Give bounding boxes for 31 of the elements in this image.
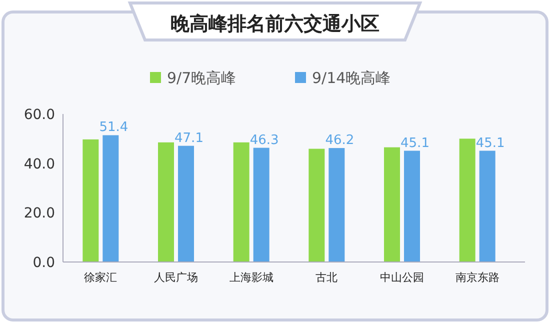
x-tick-label: 徐家汇	[84, 271, 118, 284]
bar	[178, 146, 194, 262]
x-tick-label: 南京东路	[455, 271, 500, 284]
data-label: 45.1	[476, 136, 505, 151]
bar	[384, 147, 400, 262]
y-tick-label: 60.0	[24, 107, 55, 123]
data-label: 46.3	[250, 132, 279, 148]
data-label: 51.4	[99, 120, 128, 136]
data-label: 46.2	[325, 133, 354, 148]
legend-label: 9/14晚高峰	[312, 69, 391, 87]
bar	[328, 148, 345, 262]
bar	[253, 148, 270, 262]
bar	[404, 150, 420, 262]
chart-title: 晚高峰排名前六交通小区	[170, 13, 380, 35]
y-tick-label: 0.0	[32, 255, 55, 271]
bar	[158, 142, 174, 262]
legend-label: 9/7晚高峰	[167, 69, 236, 87]
data-label: 47.1	[174, 130, 204, 146]
x-tick-label: 中山公园	[380, 271, 424, 284]
y-tick-label: 40.0	[24, 156, 55, 172]
data-label: 45.1	[400, 136, 430, 151]
bar	[233, 142, 250, 262]
bar	[102, 135, 119, 262]
bar	[82, 139, 99, 262]
bar	[459, 138, 476, 262]
x-tick-label: 人民广场	[154, 271, 198, 284]
bar	[479, 150, 496, 262]
x-tick-label: 古北	[316, 271, 338, 284]
x-tick-label: 上海影城	[229, 271, 274, 284]
bar	[308, 148, 325, 262]
y-tick-label: 20.0	[24, 206, 55, 222]
